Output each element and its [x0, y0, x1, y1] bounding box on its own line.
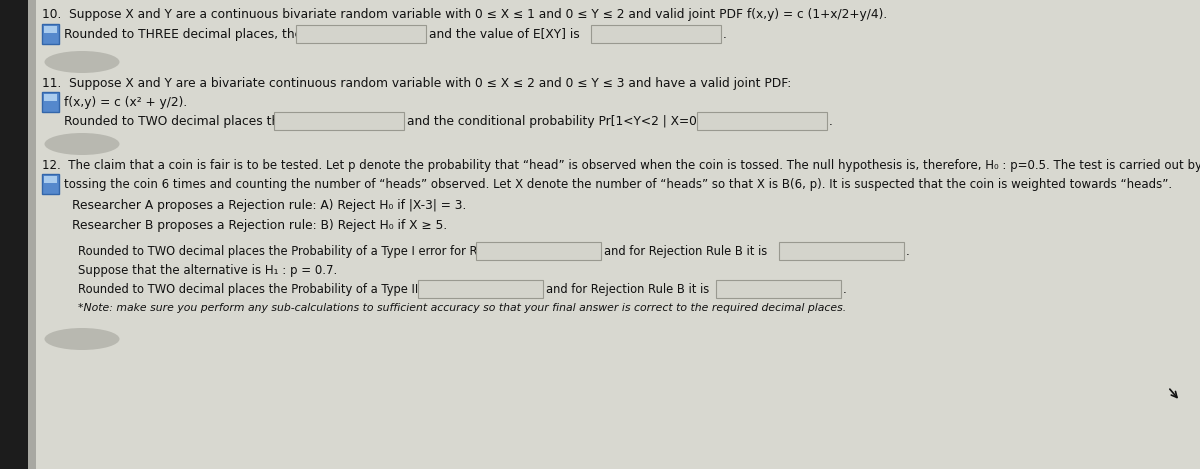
Text: and the conditional probability Pr[1<Y<2 | X=0.5] is: and the conditional probability Pr[1<Y<2…	[407, 114, 727, 128]
Text: tossing the coin 6 times and counting the number of “heads” observed. Let X deno: tossing the coin 6 times and counting th…	[64, 177, 1172, 190]
FancyBboxPatch shape	[42, 92, 59, 112]
Text: .: .	[722, 28, 727, 40]
FancyBboxPatch shape	[44, 26, 58, 33]
FancyBboxPatch shape	[592, 25, 721, 43]
FancyBboxPatch shape	[476, 242, 601, 260]
Text: .: .	[842, 282, 847, 295]
FancyBboxPatch shape	[716, 280, 841, 298]
Ellipse shape	[44, 133, 120, 155]
Text: Rounded to THREE decimal places, the value of c is: Rounded to THREE decimal places, the val…	[64, 28, 379, 40]
Ellipse shape	[44, 328, 120, 350]
Text: .: .	[906, 244, 910, 257]
Text: Researcher A proposes a Rejection rule: A) Reject H₀ if |X-3| = 3.: Researcher A proposes a Rejection rule: …	[72, 198, 467, 212]
FancyBboxPatch shape	[274, 112, 404, 130]
FancyBboxPatch shape	[418, 280, 542, 298]
Text: 10.  Suppose X and Y are a continuous bivariate random variable with 0 ≤ X ≤ 1 a: 10. Suppose X and Y are a continuous biv…	[42, 8, 887, 21]
Text: 11.  Suppose X and Y are a bivariate continuous random variable with 0 ≤ X ≤ 2 a: 11. Suppose X and Y are a bivariate cont…	[42, 76, 791, 90]
FancyBboxPatch shape	[42, 24, 59, 44]
Text: Rounded to TWO decimal places the value of c is: Rounded to TWO decimal places the value …	[64, 114, 364, 128]
Text: and for Rejection Rule B it is: and for Rejection Rule B it is	[546, 282, 709, 295]
Ellipse shape	[44, 51, 120, 73]
Text: Suppose that the alternative is H₁ : p = 0.7.: Suppose that the alternative is H₁ : p =…	[78, 264, 337, 277]
FancyBboxPatch shape	[296, 25, 426, 43]
Text: Rounded to TWO decimal places the Probability of a Type II error for Rule A is: Rounded to TWO decimal places the Probab…	[78, 282, 522, 295]
Text: *Note: make sure you perform any sub-calculations to sufficient accuracy so that: *Note: make sure you perform any sub-cal…	[78, 303, 846, 313]
FancyBboxPatch shape	[0, 0, 28, 469]
FancyBboxPatch shape	[44, 176, 58, 183]
Text: .: .	[829, 114, 833, 128]
FancyBboxPatch shape	[779, 242, 904, 260]
Text: Rounded to TWO decimal places the Probability of a Type I error for Rejection Ru: Rounded to TWO decimal places the Probab…	[78, 244, 576, 257]
FancyBboxPatch shape	[44, 94, 58, 101]
Text: and for Rejection Rule B it is: and for Rejection Rule B it is	[604, 244, 767, 257]
Text: and the value of E[XY] is: and the value of E[XY] is	[430, 28, 580, 40]
Text: f(x,y) = c (x² + y/2).: f(x,y) = c (x² + y/2).	[64, 96, 187, 108]
FancyBboxPatch shape	[42, 174, 59, 194]
Text: 12.  The claim that a coin is fair is to be tested. Let p denote the probability: 12. The claim that a coin is fair is to …	[42, 159, 1200, 172]
FancyBboxPatch shape	[697, 112, 827, 130]
Text: Researcher B proposes a Rejection rule: B) Reject H₀ if X ≥ 5.: Researcher B proposes a Rejection rule: …	[72, 219, 448, 232]
FancyBboxPatch shape	[28, 0, 36, 469]
